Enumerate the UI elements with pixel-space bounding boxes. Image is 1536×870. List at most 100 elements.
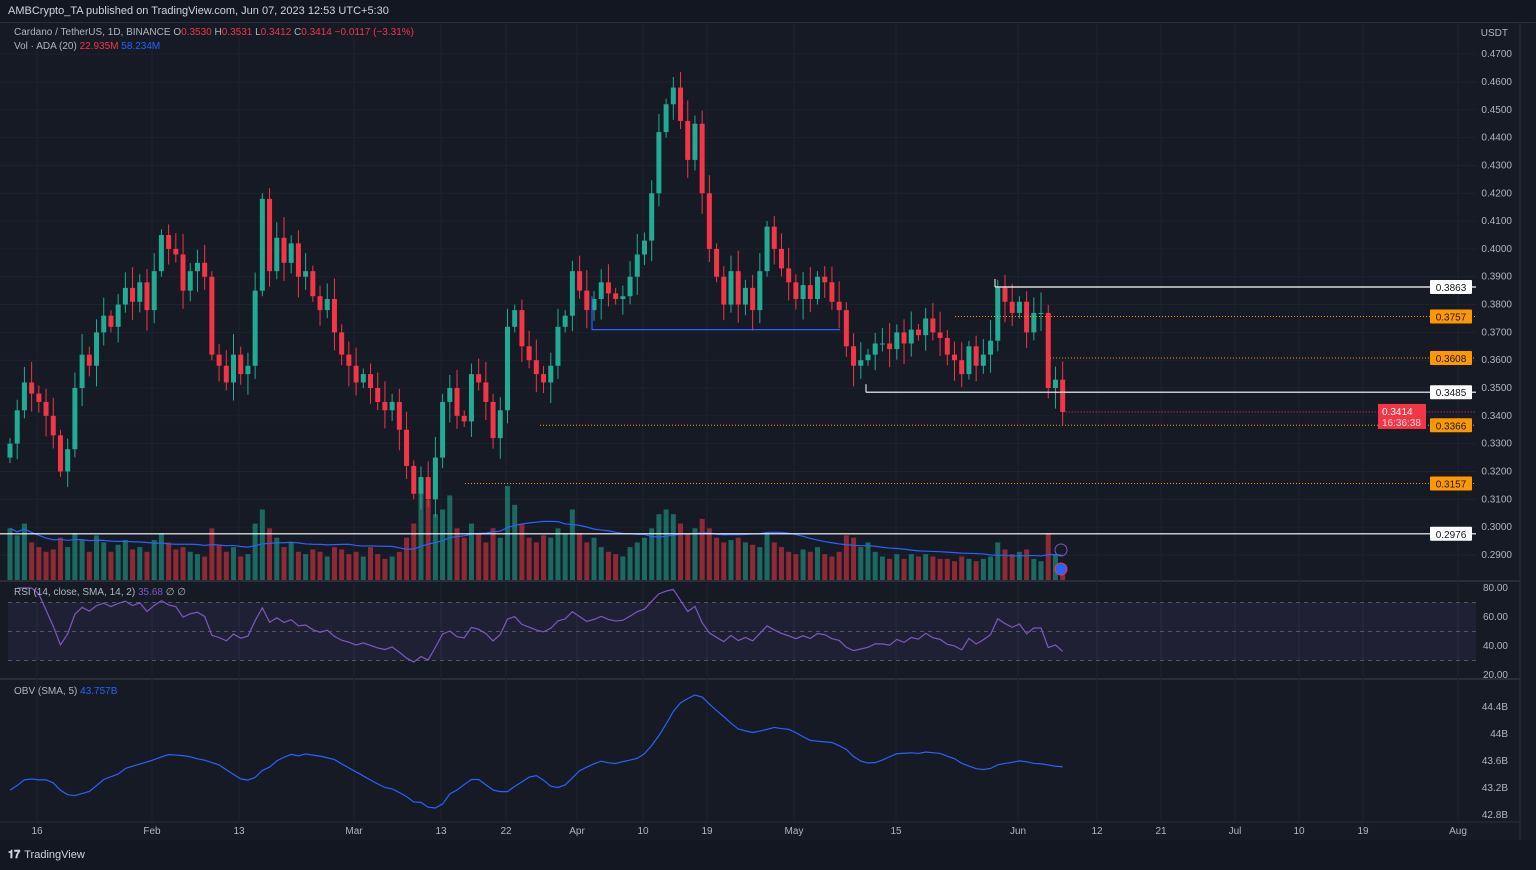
time-tick-label: Aug [1449, 826, 1467, 837]
volume-ma-value: 58.234M [121, 41, 161, 52]
price-tick-label: 0.4400 [1481, 133, 1512, 144]
candle-body [497, 410, 503, 439]
volume-bar [223, 551, 229, 580]
volume-bar [815, 547, 821, 580]
candle-body [267, 198, 273, 272]
symbol-legend: Cardano / TetherUS, 1D, BINANCE O0.3530 … [14, 27, 414, 38]
price-tick-label: 0.3400 [1481, 411, 1512, 422]
candle-body [894, 332, 900, 350]
low-value: 0.3412 [260, 27, 292, 38]
price-chart[interactable]: 0.4700 0.4600 0.4500 0.4400 0.4300 0.4200 0.41… [0, 0, 1536, 840]
volume-bar [432, 514, 438, 580]
candle-body [50, 415, 56, 436]
candle-body [353, 365, 359, 383]
volume-bar [786, 551, 792, 580]
volume-bar [641, 537, 647, 580]
candle-body [209, 276, 215, 355]
candle-body [7, 443, 13, 458]
volume-bar [944, 558, 950, 580]
candle-body [144, 282, 150, 311]
time-tick-label: 10 [637, 826, 649, 837]
volume-bar [331, 547, 337, 580]
candle-body [584, 290, 590, 311]
volume-bar [281, 547, 287, 580]
candle-body [620, 296, 626, 299]
volume-bar [670, 514, 676, 580]
candle-body [310, 271, 316, 297]
level-tag [1430, 385, 1472, 400]
volume-bar [303, 554, 309, 580]
candle-body [807, 285, 813, 299]
candle-body [1016, 301, 1022, 313]
volume-bar [231, 547, 237, 580]
volume-bar [649, 528, 655, 580]
symbol-name: Cardano / TetherUS, 1D, BINANCE [14, 27, 171, 38]
volume-bar [202, 556, 208, 580]
price-tick-label: 0.3000 [1481, 522, 1512, 533]
candle-body [43, 401, 49, 416]
low-label: L [255, 27, 261, 38]
level-tag [1430, 350, 1472, 365]
volume-bar [310, 549, 316, 580]
candle-body [641, 240, 647, 255]
level-tag-label: 0.3366 [1436, 421, 1467, 432]
volume-bar [166, 542, 172, 580]
volume-bar [706, 528, 712, 580]
candle-body [281, 237, 287, 263]
volume-label: Vol · ADA (20) [14, 41, 77, 52]
candle-body [901, 332, 907, 344]
change-value: −0.0117 (−3.31%) [334, 27, 414, 38]
candle-body [793, 282, 799, 299]
candle-body [346, 354, 352, 366]
volume-bar [966, 558, 972, 580]
lightning-event-icon [1054, 543, 1068, 557]
candle-body [980, 354, 986, 366]
candle-body [526, 346, 532, 361]
candle-body [1009, 301, 1015, 313]
candle-body [750, 287, 756, 311]
candle-body [851, 346, 857, 366]
volume-bar [295, 551, 301, 580]
time-tick-label: 13 [233, 826, 245, 837]
time-tick-label: Jun [1010, 826, 1026, 837]
candle-body [923, 318, 929, 336]
time-tick-label: 10 [1293, 826, 1305, 837]
volume-bar [807, 551, 813, 580]
candle-body [512, 310, 518, 327]
volume-bar [497, 537, 503, 580]
volume-bar [598, 547, 604, 580]
candle-body [288, 243, 294, 263]
candle-body [331, 298, 337, 333]
volume-bar [836, 551, 842, 580]
volume-bar [959, 556, 965, 580]
volume-bar [569, 509, 575, 580]
candle-body [1024, 301, 1030, 333]
candle-body [101, 315, 107, 333]
candle-body [843, 310, 849, 347]
volume-bar [317, 551, 323, 580]
volume-bar [512, 504, 518, 580]
volume-bar [555, 528, 561, 580]
candle-body [245, 365, 251, 375]
volume-bar [952, 561, 958, 580]
volume-bar [476, 533, 482, 580]
candle-body [418, 477, 424, 494]
candle-body [548, 365, 554, 383]
price-tick-label: 0.3700 [1481, 327, 1512, 338]
volume-bar [699, 518, 705, 580]
volume-bar [375, 554, 381, 580]
volume-bar [634, 542, 640, 580]
volume-bar [389, 556, 395, 580]
publish-header: AMBCrypto_TA published on TradingView.co… [0, 0, 1536, 22]
price-tick-label: 0.3800 [1481, 300, 1512, 311]
candle-body [476, 374, 482, 383]
candle-body [29, 382, 35, 394]
candle-body [72, 388, 78, 450]
volume-bar [158, 533, 164, 580]
rsi-label: RSI (14, close, SMA, 14, 2) [14, 587, 136, 598]
candle-body [887, 343, 893, 350]
candle-body [115, 304, 121, 327]
time-tick-label: 22 [500, 826, 512, 837]
price-tick-label: 0.3200 [1481, 466, 1512, 477]
time-tick-label: Mar [345, 826, 363, 837]
